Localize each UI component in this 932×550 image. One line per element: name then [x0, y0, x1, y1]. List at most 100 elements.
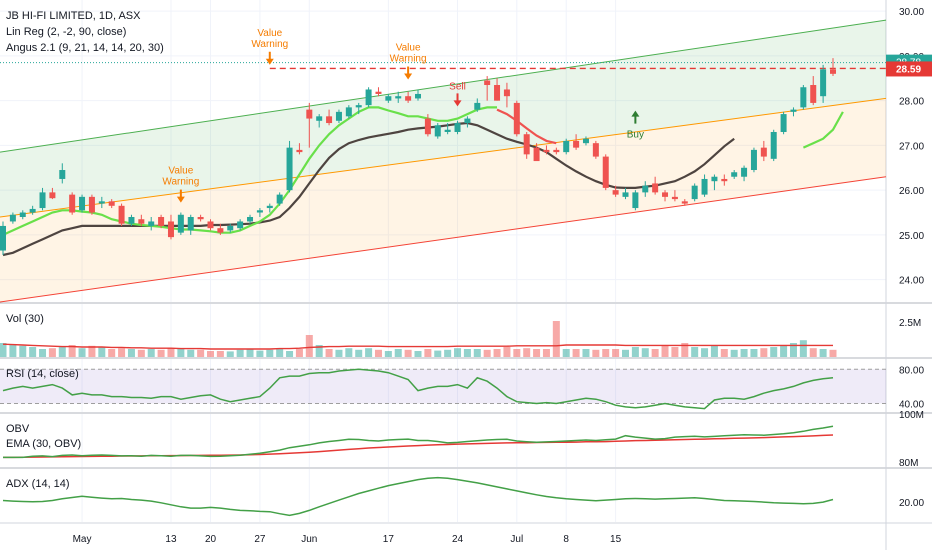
candle-body: [592, 143, 599, 157]
volume-bar: [651, 349, 659, 357]
candle-body: [820, 69, 827, 97]
price-axis[interactable]: 30.0029.0028.0027.0026.0025.0024.0028.78…: [73, 7, 932, 545]
candle-body: [464, 118, 471, 124]
volume-bar: [809, 348, 817, 357]
obv-tick-label: 80M: [899, 458, 918, 469]
signal-arrow-head: [631, 110, 640, 117]
candle-body: [355, 105, 362, 108]
candle-body: [830, 69, 836, 74]
candle-body: [523, 134, 530, 155]
volume-bar: [286, 351, 294, 357]
volume-bar: [740, 349, 748, 357]
candle-body: [602, 156, 609, 188]
volume-bar: [681, 343, 689, 357]
volume-bar: [454, 348, 462, 357]
volume-bar: [750, 349, 758, 357]
volume-bar: [19, 345, 27, 357]
candle-body: [177, 214, 184, 233]
candle-body: [810, 85, 817, 103]
candle-body: [207, 221, 214, 229]
volume-bar: [48, 348, 56, 357]
candle-body: [573, 140, 580, 148]
volume-bar: [691, 347, 699, 357]
candle-body: [138, 219, 145, 224]
candle-body: [612, 190, 619, 195]
candle-body: [721, 178, 728, 182]
candle-body: [632, 192, 639, 209]
candle-body: [543, 149, 550, 153]
volume-bar: [226, 351, 234, 357]
candle-body: [395, 96, 402, 99]
volume-bar: [256, 350, 264, 357]
candle-body: [582, 138, 589, 144]
candle-body: [39, 192, 46, 209]
volume-bar: [671, 347, 679, 357]
volume-bar: [315, 345, 323, 357]
volume-bar: [473, 349, 481, 357]
candle-body: [760, 147, 767, 157]
candle-body: [98, 201, 105, 204]
signal-arrow-shaft: [268, 51, 271, 60]
time-tick-label: Jul: [510, 534, 523, 545]
adx-line: [2, 476, 834, 517]
rsi-tick-label: 80.00: [899, 365, 924, 376]
volume-bar: [424, 349, 432, 357]
volume-bar: [177, 349, 185, 357]
volume-bar: [592, 349, 600, 357]
candle-body: [750, 149, 757, 171]
volume-bar: [305, 335, 313, 357]
candle-body: [306, 109, 313, 119]
price-tick-label: 24.00: [899, 276, 924, 287]
candle-body: [266, 205, 273, 209]
volume-ma-line: [2, 343, 833, 350]
candle-body: [444, 129, 451, 132]
price-tick-label: 27.00: [899, 141, 924, 152]
volume-bar: [572, 349, 580, 357]
candle-body: [276, 194, 283, 204]
volume-bar: [503, 347, 511, 357]
indicator-label-linreg: Lin Reg (2, -2, 90, close): [6, 26, 126, 38]
price-tick-label: 30.00: [899, 7, 924, 18]
channel-lower-line: [0, 176, 887, 303]
price-tick-label: 26.00: [899, 186, 924, 197]
volume-bar: [0, 343, 7, 357]
price-tag-last-bg: [886, 61, 932, 77]
candle-body: [681, 201, 688, 204]
volume-bar: [118, 348, 126, 357]
candle-body: [19, 212, 26, 217]
volume-bar: [266, 349, 274, 357]
candle-body: [711, 176, 718, 182]
volume-bar: [760, 348, 768, 357]
candle-body: [770, 131, 777, 159]
volume-bar: [631, 347, 639, 357]
candle-body: [741, 167, 748, 177]
volume-bar: [365, 348, 373, 357]
signal-arrow-shaft: [179, 189, 182, 198]
volume-bar: [216, 351, 224, 357]
volume-bar: [295, 349, 303, 357]
ema-lines: [2, 106, 844, 257]
volume-bar: [622, 349, 629, 357]
volume-bar: [789, 343, 797, 357]
volume-bar: [533, 349, 541, 357]
candle-body: [59, 170, 66, 179]
indicator-label-angus: Angus 2.1 (9, 21, 14, 14, 20, 30): [6, 42, 164, 54]
volume-bar: [829, 349, 837, 357]
candle-body: [345, 107, 352, 117]
time-tick-label: 17: [383, 534, 395, 545]
volume-bar: [483, 349, 491, 357]
candle-body: [415, 93, 421, 99]
candle-body: [217, 228, 224, 233]
volume-bar: [444, 349, 452, 357]
signal-label: Warning: [251, 39, 288, 50]
volume-bar: [562, 349, 570, 357]
signal-label: Sell: [449, 81, 466, 92]
volume-bar: [770, 347, 778, 357]
signal-label: Value: [257, 28, 282, 39]
regression-channel: [0, 19, 887, 303]
candle-body: [316, 116, 323, 121]
candles: [0, 58, 836, 256]
